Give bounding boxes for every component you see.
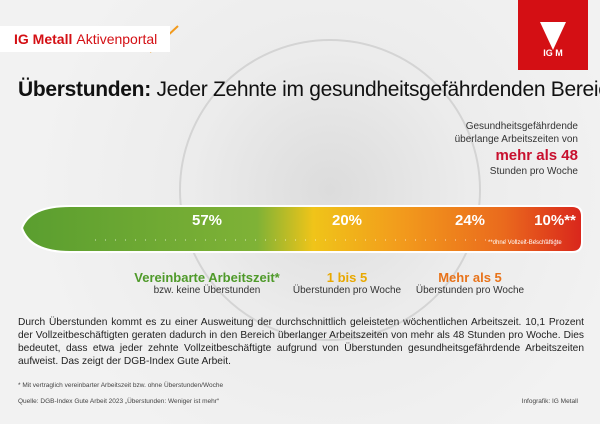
title-rest: Jeder Zehnte im gesundheitsgefährdenden … xyxy=(156,78,600,101)
segment-label: 24% xyxy=(454,212,486,229)
credit: Infografik: IG Metall xyxy=(521,398,578,405)
label-heading: Mehr als 5 xyxy=(438,270,502,285)
thermometer xyxy=(20,205,583,253)
segment-label: 10%** xyxy=(534,212,576,229)
brand-bold: IG Metall xyxy=(14,31,73,47)
label: Vereinbarte Arbeitszeit* bzw. keine Übers… xyxy=(134,270,279,296)
label-sub: Überstunden pro Woche xyxy=(292,285,402,296)
brand-text: Aktivenportal xyxy=(76,31,158,47)
body-text: Durch Überstunden kommt es zu einer Ausw… xyxy=(18,317,584,367)
logo-shape xyxy=(540,22,566,50)
annotation-line: Gesundheitsgefährdende xyxy=(465,121,578,132)
segment-label: 57% xyxy=(191,212,223,229)
label-heading: 1 bis 5 xyxy=(326,270,368,285)
segment-label: 20% xyxy=(331,212,363,229)
label: Mehr als 5 Überstunden pro Woche xyxy=(416,270,524,296)
segment-note: **ohne Vollzeit-Beschäftigte xyxy=(488,240,562,246)
label: 1 bis 5 Überstunden pro Woche xyxy=(293,270,401,296)
annotation-highlight: mehr als 48 xyxy=(495,147,578,164)
label-heading: Vereinbarte Arbeitszeit* xyxy=(134,270,280,285)
label-sub: Überstunden pro Woche xyxy=(415,285,525,296)
title: Überstunden: Jeder Zehnte im gesundheits… xyxy=(18,78,600,102)
logo-text: IG M xyxy=(543,48,563,58)
clock-bg xyxy=(179,39,481,341)
footnote: * Mit vertraglich vereinbarter Arbeitsze… xyxy=(18,382,224,389)
annotation-line: Stunden pro Woche xyxy=(489,166,578,177)
annotation: Gesundheitsgefährdende überlange Arbeits… xyxy=(455,120,578,178)
brand: IG Metall Aktivenportal xyxy=(0,26,170,52)
annotation-line: überlange Arbeitszeiten von xyxy=(454,134,578,145)
label-sub: bzw. keine Überstunden xyxy=(153,285,261,296)
source: Quelle: DGB-Index Gute Arbeit 2023 „Über… xyxy=(18,398,220,405)
title-bold: Überstunden: xyxy=(18,78,151,101)
